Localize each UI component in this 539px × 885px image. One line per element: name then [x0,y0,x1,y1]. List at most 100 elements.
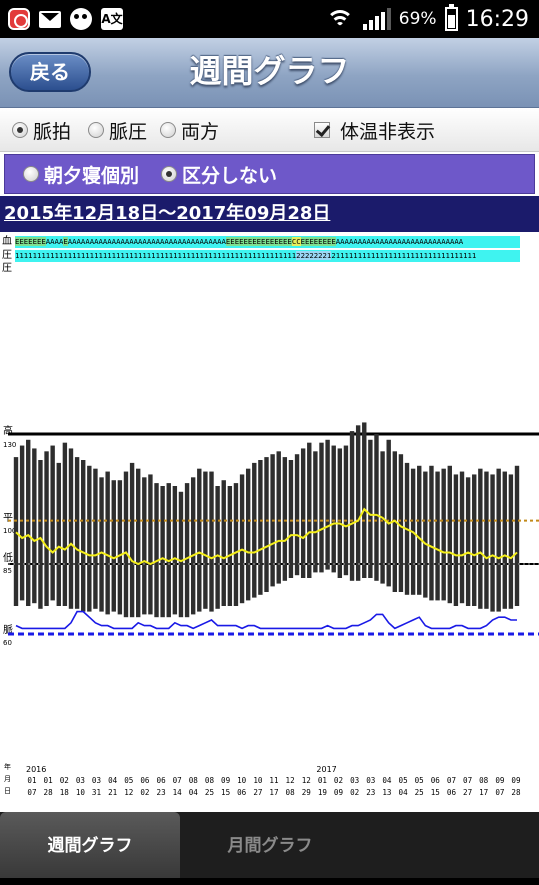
x-day-label: 07 [495,788,505,797]
back-button[interactable]: 戻る [9,52,91,92]
pressure-bar [99,477,104,612]
pressure-bar [32,448,37,604]
pressure-bar [417,465,422,595]
x-day-label: 28 [511,788,521,797]
pressure-bar [258,460,263,595]
pressure-bar [374,434,379,581]
pressure-bar [331,445,336,573]
hide-temperature-checkbox[interactable] [314,122,330,138]
pressure-bar [459,471,465,604]
pressure-bar [508,474,514,609]
x-day-label: 23 [156,788,166,797]
pressure-bar [172,486,178,615]
pressure-bar [26,439,31,606]
x-day-label: 12 [124,788,134,797]
x-day-label: 14 [172,788,182,797]
x-day-label: 31 [91,788,102,797]
pressure-bar [233,483,239,606]
x-day-label: 06 [446,788,457,797]
radio-both[interactable]: 両方 [160,108,219,152]
x-day-label: 19 [317,788,327,797]
date-range-link[interactable]: 2015年12月18日～2017年09月28日 [4,203,331,224]
radio-split-by-time-indicator[interactable] [23,166,39,182]
radio-pulse-indicator[interactable] [12,122,28,138]
x-month-label: 08 [188,776,198,785]
x-month-label: 07 [446,776,457,785]
x-day-label: 18 [59,788,69,797]
x-day-label: 08 [285,788,295,797]
x-month-label: 09 [221,776,231,785]
x-axis-month-dim: 月 [4,775,11,783]
x-month-label: 03 [366,776,376,785]
pressure-bar [252,462,257,598]
x-month-label: 07 [172,776,182,785]
hide-temperature-toggle[interactable]: 体温非表示 [314,108,435,152]
x-month-label: 08 [204,776,215,785]
code-segment: 2 [331,251,336,260]
radio-no-split-label: 区分しない [182,164,278,187]
pressure-bar [148,474,153,615]
radio-split-by-time-label: 朝夕寝個別 [44,164,140,187]
x-month-label: 10 [253,776,263,785]
radio-both-indicator[interactable] [160,122,176,138]
x-month-label: 05 [124,776,134,785]
code-segment: AAAAAAAAAAAAAAAAAAAAAAAAAAAAAAAAAAAA [67,237,226,246]
pressure-bar [44,451,49,606]
x-day-label: 23 [366,788,376,797]
clock: 16:29 [465,6,529,32]
pressure-bar [136,468,141,618]
x-day-label: 04 [188,788,198,797]
pressure-bar [362,422,367,578]
pressure-bar [123,471,129,618]
x-day-label: 21 [108,788,118,797]
pressure-bar [13,457,19,606]
pressure-bar [129,462,135,618]
pressure-bar [166,483,171,618]
pressure-bar [178,491,184,618]
pressure-bar [50,445,55,601]
tab-weekly-graph[interactable]: 週間グラフ [0,812,180,885]
x-day-label: 27 [463,788,473,797]
radio-pulse[interactable]: 脈拍 [12,108,71,152]
x-month-label: 01 [27,776,37,785]
tab-monthly-graph[interactable]: 月間グラフ [227,836,313,856]
radio-split-by-time[interactable]: 朝夕寝個別 [23,155,139,193]
code-segment: AAAAAAAAAAAAAAAAAAAAAAAAAAAAA [335,237,464,246]
pressure-bar [447,465,452,604]
x-year-label: 2016 [26,765,47,774]
x-month-label: 12 [301,776,311,785]
pressure-bar [68,448,74,609]
x-year-label: 2017 [316,765,337,774]
app-header: 週間グラフ 戻る [0,38,539,108]
pressure-bar [38,460,43,609]
pressure-bar [111,480,116,612]
x-month-label: 10 [237,776,247,785]
pressure-bar [484,471,489,609]
x-month-label: 12 [285,776,295,785]
pressure-bar [105,471,110,615]
axis-high-value: 130 [3,441,17,449]
split-options: 朝夕寝個別 区分しない [4,154,535,194]
pressure-bar [502,471,507,609]
code-strip-2: 1111111111111111111111111111111111111111… [15,250,520,262]
axis-pulse-value: 60 [3,639,12,647]
pressure-bar [325,439,330,570]
x-month-label: 06 [140,776,150,785]
radio-no-split-indicator[interactable] [161,166,177,182]
pressure-bar [203,471,208,609]
radio-no-split[interactable]: 区分しない [161,155,277,193]
weekly-chart [8,422,539,636]
app-icon [8,8,30,30]
radio-pulse-pressure-indicator[interactable] [88,122,104,138]
translate-icon: A文 [101,8,123,30]
pressure-bar [239,474,245,604]
pressure-bar [319,442,324,573]
code-segment: EEEEEEEE [300,237,336,246]
pressure-bar [355,425,361,581]
system-nav-edge [0,878,539,885]
pressure-bar [142,477,147,615]
pressure-bar [288,460,294,578]
pressure-bar [514,465,520,606]
radio-pulse-pressure[interactable]: 脈圧 [88,108,147,152]
pressure-bar [453,474,459,606]
